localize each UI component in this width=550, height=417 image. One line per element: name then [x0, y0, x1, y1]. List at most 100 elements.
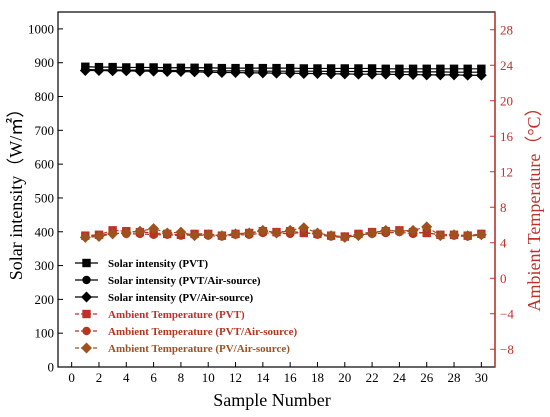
y2-tick-label: 24 — [500, 58, 514, 73]
legend-marker — [82, 258, 91, 268]
data-point — [148, 223, 160, 235]
data-point — [393, 69, 405, 81]
y-axis-right: −8 −4 0 4 8 12 16 20 24 28 — [490, 12, 514, 367]
x-tick-label: 8 — [178, 370, 185, 385]
data-point — [393, 225, 405, 237]
data-point — [448, 229, 460, 241]
x-tick-label: 10 — [202, 370, 215, 385]
data-point — [175, 66, 187, 77]
legend-item: Ambient Temperature (PV/Air-source) — [75, 342, 290, 355]
legend-item: Solar intensity (PV/Air-source) — [75, 291, 254, 304]
data-point — [93, 231, 105, 242]
x-tick-label: 18 — [311, 370, 324, 385]
data-point — [339, 231, 351, 243]
data-point — [148, 65, 160, 77]
y-tick-label: 800 — [35, 89, 55, 104]
legend-item: Solar intensity (PVT/Air-source) — [75, 275, 261, 287]
y2-tick-label: 20 — [500, 93, 513, 108]
x-tick-label: 16 — [284, 370, 298, 385]
legend-item: Ambient Temperature (PVT/Air-source) — [75, 326, 298, 338]
series-line — [85, 66, 482, 70]
legend-marker — [82, 326, 91, 336]
data-point — [284, 224, 296, 236]
y2-tick-label: −4 — [500, 306, 514, 321]
y2-axis-title: Ambient Temperature（°C） — [524, 98, 544, 311]
x-axis-title: Sample Number — [213, 390, 330, 410]
x-tick-label: 2 — [96, 370, 103, 385]
x-tick-label: 30 — [475, 370, 488, 385]
data-point — [380, 224, 392, 236]
x-tick-label: 26 — [420, 370, 434, 385]
data-point — [407, 224, 419, 236]
data-point — [325, 230, 337, 242]
x-tick-label: 6 — [150, 370, 157, 385]
x-tick-label: 0 — [68, 370, 75, 385]
data-point — [216, 67, 228, 78]
data-point — [161, 227, 173, 239]
x-tick-label: 20 — [338, 370, 351, 385]
data-point — [257, 224, 269, 236]
y2-tick-label: 0 — [500, 271, 507, 286]
series-layer — [79, 62, 487, 243]
data-point — [120, 227, 132, 239]
data-point — [230, 228, 241, 240]
y2-tick-label: 4 — [500, 235, 507, 250]
data-point — [161, 66, 173, 77]
x-tick-label: 12 — [229, 370, 242, 385]
data-point — [134, 225, 146, 237]
data-point — [475, 229, 487, 241]
data-point — [134, 65, 146, 77]
data-point — [243, 67, 255, 79]
data-point — [284, 67, 296, 79]
data-point — [352, 68, 364, 80]
data-point — [325, 68, 337, 80]
data-point — [120, 65, 132, 77]
data-point — [79, 65, 91, 76]
legend: Solar intensity (PVT) Solar intensity (PV… — [75, 258, 298, 355]
data-point — [366, 68, 378, 80]
y-tick-label: 400 — [35, 224, 55, 239]
data-point — [434, 69, 446, 81]
legend-marker — [82, 275, 91, 285]
legend-item: Solar intensity (PVT) — [75, 258, 208, 270]
y2-tick-label: −8 — [500, 342, 514, 357]
y-tick-label: 100 — [35, 326, 55, 341]
legend-marker — [81, 342, 92, 354]
y2-tick-label: 16 — [500, 129, 514, 144]
data-point — [189, 66, 201, 78]
legend-label: Solar intensity (PVT/Air-source) — [108, 275, 261, 287]
y-tick-label: 900 — [35, 55, 55, 70]
data-point — [271, 67, 282, 79]
data-point — [149, 230, 158, 239]
data-point — [462, 230, 474, 242]
data-point — [462, 69, 474, 81]
x-tick-label: 4 — [123, 370, 130, 385]
data-point — [421, 69, 433, 81]
data-point — [202, 229, 214, 241]
data-point — [202, 66, 214, 78]
series-5 — [79, 221, 487, 243]
data-point — [448, 69, 460, 81]
data-point — [107, 65, 119, 77]
x-axis: 0 2 4 6 8 10 12 14 16 18 20 22 24 26 28 30 — [68, 362, 488, 385]
y-tick-label: 700 — [35, 123, 55, 138]
legend-label: Ambient Temperature (PVT/Air-source) — [108, 326, 298, 338]
legend-label: Ambient Temperature (PV/Air-source) — [108, 343, 290, 355]
legend-item: Ambient Temperature (PVT) — [75, 309, 245, 321]
data-point — [312, 227, 323, 239]
data-point — [175, 226, 187, 238]
data-point — [230, 67, 241, 78]
data-point — [475, 69, 487, 81]
data-point — [434, 230, 446, 242]
y-tick-label: 600 — [35, 157, 55, 172]
data-point — [271, 227, 282, 239]
y-tick-label: 300 — [35, 258, 55, 273]
data-point — [243, 227, 255, 239]
data-point — [352, 230, 364, 242]
data-point — [339, 68, 351, 80]
data-point — [79, 231, 91, 243]
legend-label: Solar intensity (PVT) — [108, 258, 208, 270]
y-axis-left: 0 100 200 300 400 500 600 700 800 900 1000 — [28, 21, 63, 375]
y-tick-label: 1000 — [28, 21, 54, 36]
